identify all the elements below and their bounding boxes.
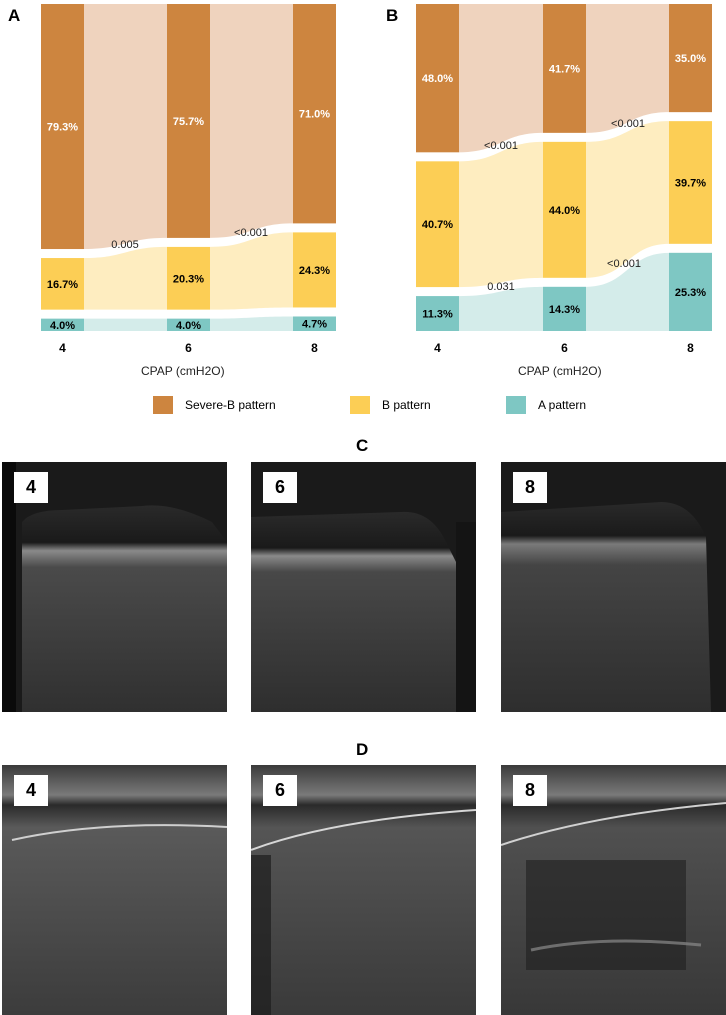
ultrasound-graphic — [251, 765, 476, 1015]
flow-band — [586, 4, 669, 133]
bar-value-label: 11.3% — [422, 309, 453, 321]
panel-label-a: A — [8, 6, 21, 25]
legend-item-a: A pattern — [506, 396, 586, 414]
bar-value-label: 25.3% — [675, 287, 706, 299]
bar-value-label: 20.3% — [173, 273, 204, 285]
bar-segment — [167, 4, 210, 238]
panel-label-d: D — [356, 740, 369, 759]
ultrasound-image-d-8: 8 — [501, 765, 726, 1015]
bar-value-label: 41.7% — [549, 63, 580, 75]
flow-band — [459, 4, 543, 153]
legend-swatch-b — [350, 396, 370, 414]
bar-segment — [293, 316, 336, 331]
p-value-annotation: 0.005 — [111, 239, 139, 251]
ultrasound-label: 6 — [263, 775, 297, 806]
ultrasound-image-d-4: 4 — [2, 765, 227, 1015]
bar-segment — [167, 318, 210, 331]
chart-b: 48.0% 40.7% 11.3% 4 41.7% 44.0% 14.3% 6 35.0% 39.… — [416, 4, 712, 355]
bar-value-label: 14.3% — [549, 304, 580, 316]
flow-band — [84, 4, 167, 250]
bar-segment — [543, 286, 586, 331]
bar-value-label: 4.7% — [302, 319, 327, 331]
flow-band — [84, 246, 167, 310]
legend: Severe-B pattern B pattern A pattern — [0, 396, 726, 420]
flow-band — [459, 141, 543, 288]
legend-label-b: B pattern — [382, 398, 431, 412]
ultrasound-label: 4 — [14, 472, 48, 503]
bar-value-label: 4.0% — [176, 320, 201, 332]
flow-band — [210, 232, 293, 310]
ultrasound-image-d-6: 6 — [251, 765, 476, 1015]
flow-band — [210, 316, 293, 331]
bar-value-label: 39.7% — [675, 177, 706, 189]
x-tick-label: 6 — [561, 341, 568, 355]
ultrasound-graphic — [2, 765, 227, 1015]
bar-value-label: 71.0% — [299, 109, 330, 121]
bar-value-label: 35.0% — [675, 53, 706, 65]
p-value-annotation: <0.001 — [607, 258, 641, 270]
bar-segment — [293, 4, 336, 224]
ultrasound-graphic — [501, 765, 726, 1015]
p-value-annotation: <0.001 — [611, 118, 645, 130]
legend-label-severe-b: Severe-B pattern — [185, 398, 276, 412]
x-tick-label: 6 — [185, 341, 192, 355]
chart-b-xlabel: CPAP (cmH2O) — [518, 364, 602, 378]
panel-label-b: B — [386, 6, 399, 25]
bar-segment — [41, 318, 84, 331]
bar-value-label: 16.7% — [47, 279, 78, 291]
bar-segment — [167, 246, 210, 310]
bar-segment — [669, 4, 712, 113]
bar-value-label: 48.0% — [422, 73, 453, 85]
x-tick-label: 8 — [311, 341, 318, 355]
flow-band — [84, 318, 167, 331]
bar-value-label: 79.3% — [47, 122, 78, 134]
bar-segment — [41, 4, 84, 250]
ultrasound-label: 8 — [513, 775, 547, 806]
bar-segment — [543, 141, 586, 278]
bar-value-label: 44.0% — [549, 205, 580, 217]
chart-a: 79.3% 16.7% 4.0% 4 75.7% 20.3% 4.0% 6 71.0% 24.3%… — [41, 4, 336, 355]
x-tick-label: 4 — [59, 341, 66, 355]
bar-segment — [41, 258, 84, 310]
flow-band — [210, 4, 293, 238]
ultrasound-label: 6 — [263, 472, 297, 503]
ultrasound-graphic — [501, 462, 726, 712]
bar-value-label: 40.7% — [422, 219, 453, 231]
bar-value-label: 4.0% — [50, 320, 75, 332]
ultrasound-graphic — [251, 462, 476, 712]
ultrasound-image-c-8: 8 — [501, 462, 726, 712]
bar-segment — [543, 4, 586, 133]
p-value-annotation: 0.031 — [487, 281, 515, 293]
panel-label-c: C — [356, 436, 369, 455]
bar-segment — [416, 161, 459, 288]
legend-item-severe-b: Severe-B pattern — [153, 396, 276, 414]
bar-segment — [293, 232, 336, 308]
bar-segment — [416, 296, 459, 331]
chart-a-xlabel: CPAP (cmH2O) — [141, 364, 225, 378]
p-value-annotation: <0.001 — [234, 227, 268, 239]
x-tick-label: 4 — [434, 341, 441, 355]
ultrasound-graphic — [2, 462, 227, 712]
ultrasound-image-c-4: 4 — [2, 462, 227, 712]
bar-value-label: 75.7% — [173, 116, 204, 128]
legend-label-a: A pattern — [538, 398, 587, 412]
bar-value-label: 24.3% — [299, 265, 330, 277]
bar-segment — [669, 252, 712, 331]
bar-segment — [669, 121, 712, 244]
ultrasound-label: 8 — [513, 472, 547, 503]
ultrasound-label: 4 — [14, 775, 48, 806]
flow-band — [586, 252, 669, 331]
legend-swatch-a — [506, 396, 526, 414]
x-tick-label: 8 — [687, 341, 694, 355]
legend-item-b: B pattern — [350, 396, 431, 414]
bar-segment — [416, 4, 459, 153]
p-value-annotation: <0.001 — [484, 140, 518, 152]
legend-swatch-severe-b — [153, 396, 173, 414]
flow-band — [586, 121, 669, 278]
flow-band — [459, 286, 543, 331]
ultrasound-image-c-6: 6 — [251, 462, 476, 712]
